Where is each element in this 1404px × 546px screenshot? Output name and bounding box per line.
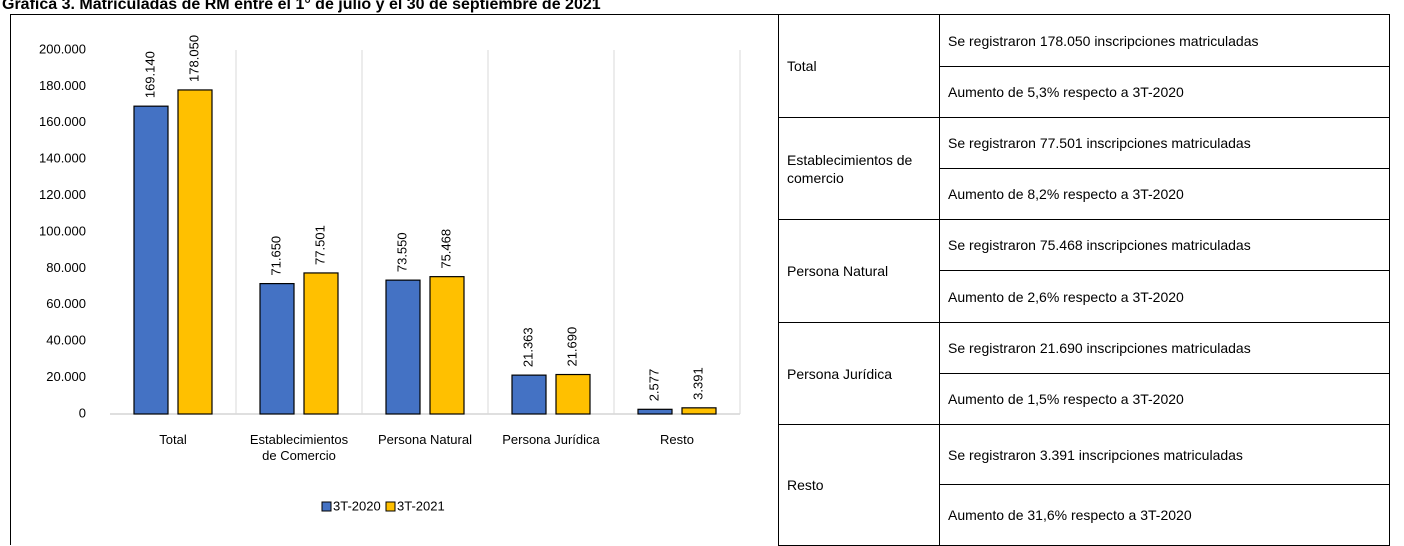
data-label: 77.501 — [312, 225, 327, 265]
row-label: Persona Natural — [778, 219, 940, 323]
row-text: Aumento de 31,6% respecto a 3T-2020 — [939, 484, 1390, 546]
bar — [555, 373, 591, 415]
row-text: Aumento de 8,2% respecto a 3T-2020 — [939, 168, 1390, 220]
table-row: Aumento de 5,3% respecto a 3T-2020 — [779, 66, 1390, 118]
y-tick-label: 100.000 — [39, 223, 86, 238]
row-text: Aumento de 1,5% respecto a 3T-2020 — [939, 373, 1390, 425]
row-text: Se registraron 75.468 inscripciones matr… — [939, 219, 1390, 271]
table-row: Resto Se registraron 3.391 inscripciones … — [778, 424, 1390, 546]
legend-swatch — [385, 501, 396, 512]
x-tick-label: Persona Natural — [378, 432, 472, 447]
title: Gráfica 3. Matriculadas de RM entre el 1… — [2, 0, 601, 13]
bar — [259, 282, 295, 415]
y-tick-label: 160.000 — [39, 114, 86, 129]
data-label: 178.050 — [186, 35, 201, 82]
bar — [637, 408, 673, 415]
data-label: 2.577 — [646, 369, 661, 402]
x-tick-label: Establecimientos de Comercio — [249, 432, 349, 463]
table-row: Aumento de 8,2% respecto a 3T-2020 — [779, 168, 1390, 220]
y-tick-label: 180.000 — [39, 78, 86, 93]
table-row: Persona Natural Se registraron 75.468 ins… — [778, 219, 1390, 323]
bar — [511, 374, 547, 415]
chart: 0 20.000 40.000 60.000 80.000 100.000 120.000 1… — [39, 35, 741, 513]
data-label: 21.363 — [520, 327, 535, 367]
table-row: Total Se registraron 178.050 inscripcione… — [778, 14, 1390, 118]
bar — [303, 272, 339, 415]
row-text: Se registraron 77.501 inscripciones matr… — [939, 117, 1390, 169]
bar — [681, 407, 717, 415]
row-text: Aumento de 5,3% respecto a 3T-2020 — [939, 66, 1390, 118]
y-tick-label: 140.000 — [39, 151, 86, 166]
data-label: 75.468 — [438, 229, 453, 269]
data-label: 73.550 — [394, 232, 409, 272]
y-tick-label: 0 — [79, 405, 86, 420]
row-label: Establecimientos de comercio — [778, 117, 940, 220]
row-label: Persona Jurídica — [778, 322, 940, 425]
legend-label: 3T-2020 — [333, 498, 381, 513]
table-row: Aumento de 31,6% respecto a 3T-2020 — [779, 484, 1390, 546]
bar — [177, 89, 213, 415]
x-tick-label: Resto — [660, 432, 694, 447]
table-row: Aumento de 1,5% respecto a 3T-2020 — [779, 373, 1390, 425]
y-tick-label: 120.000 — [39, 187, 86, 202]
row-text: Aumento de 2,6% respecto a 3T-2020 — [939, 270, 1390, 323]
row-text: Se registraron 178.050 inscripciones mat… — [939, 14, 1390, 67]
data-label: 169.140 — [142, 51, 157, 98]
y-tick-label: 80.000 — [46, 260, 86, 275]
legend-swatch — [321, 501, 332, 512]
row-text: Se registraron 21.690 inscripciones matr… — [939, 322, 1390, 374]
row-text: Se registraron 3.391 inscripciones matri… — [939, 424, 1390, 485]
row-label: Total — [778, 14, 940, 118]
data-label: 3.391 — [690, 367, 705, 400]
row-label: Resto — [778, 424, 940, 546]
data-label: 71.650 — [268, 236, 283, 276]
bar — [133, 105, 169, 415]
x-tick-label: Total — [159, 432, 187, 447]
y-tick-label: 60.000 — [46, 296, 86, 311]
chart-box — [10, 14, 778, 545]
bar — [429, 276, 465, 415]
table-row: Establecimientos de comercio Se registrar… — [778, 117, 1390, 220]
summary-table: Total Se registraron 178.050 inscripcione… — [778, 14, 1390, 546]
y-tick-label: 40.000 — [46, 333, 86, 348]
table-row: Aumento de 2,6% respecto a 3T-2020 — [779, 270, 1390, 323]
y-tick-label: 20.000 — [46, 369, 86, 384]
x-tick-label: Persona Jurídica — [502, 432, 600, 447]
legend-label: 3T-2021 — [397, 498, 445, 513]
bar — [385, 279, 421, 415]
table-row: Persona Jurídica Se registraron 21.690 in… — [778, 322, 1390, 425]
y-tick-label: 200.000 — [39, 41, 86, 56]
data-label: 21.690 — [564, 327, 579, 367]
